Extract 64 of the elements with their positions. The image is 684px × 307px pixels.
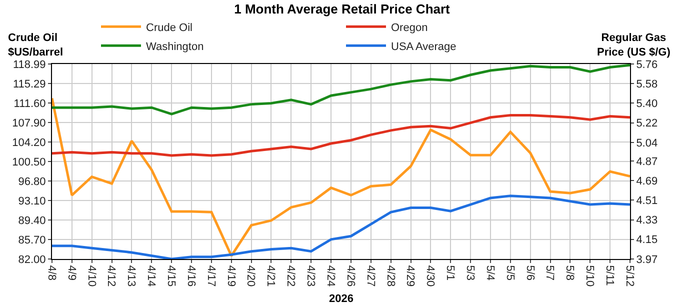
x-tick-label: 4/26 [344, 265, 356, 287]
line-series [52, 96, 630, 258]
y-tick-label: 118.99 [12, 58, 46, 71]
x-tick-label: 4/16 [184, 265, 197, 287]
x-tick-label: 4/19 [224, 265, 237, 287]
x-tick-label: 5/5 [504, 265, 516, 280]
y-tick-label: 89.40 [18, 214, 46, 227]
x-tick-label: 4/24 [324, 265, 336, 287]
x-tick-label: 4/30 [424, 265, 436, 287]
x-tick-label: 5/7 [544, 265, 556, 280]
x-tick-label: 4/20 [244, 265, 257, 287]
x-tick-label: 5/3 [464, 265, 476, 280]
line-series [52, 64, 630, 116]
line-series [52, 194, 630, 259]
y2-tick-label: 4.69 [636, 175, 658, 188]
legend-label: Crude Oil [146, 22, 192, 34]
x-tick-label: 4/23 [304, 265, 317, 287]
y-tick-label: 82.00 [18, 254, 46, 266]
y-axis-title: Crude Oil $US/barrel [8, 32, 64, 58]
y2-tick-label: 3.97 [636, 254, 658, 266]
legend-label: Washington [146, 40, 204, 53]
y-tick-label: 96.80 [18, 176, 46, 188]
y-tick-label: 115.29 [12, 78, 46, 90]
x-tick-label: 5/12 [623, 265, 636, 287]
x-axis-title: 2026 [329, 293, 354, 305]
x-tick-label: 4/22 [284, 265, 297, 287]
x-tick-label: 5/6 [524, 265, 536, 280]
y2-tick-label: 4.51 [636, 195, 658, 208]
x-tick-label: 4/15 [165, 265, 178, 287]
legend-label: Oregon [391, 22, 428, 34]
x-tick-label: 4/12 [105, 265, 118, 287]
x-tick-label: 4/17 [204, 265, 217, 287]
x-tick-label: 4/21 [264, 265, 277, 287]
x-tick-label: 4/29 [404, 265, 416, 287]
y2-tick-label: 5.58 [636, 78, 658, 90]
y2-tick-label: 5.22 [636, 118, 658, 130]
x-tick-label: 4/27 [364, 265, 376, 287]
x-tick-label: 4/9 [65, 265, 78, 280]
x-tick-label: 4/14 [145, 265, 158, 287]
x-tick-label: 5/4 [484, 265, 496, 280]
y2-tick-label: 5.76 [636, 58, 658, 71]
x-tick-label: 5/8 [564, 265, 576, 280]
x-tick-label: 5/10 [584, 265, 596, 287]
y-tick-label: 100.50 [12, 156, 46, 168]
line-series [52, 114, 630, 157]
y2-tick-label: 5.04 [636, 137, 658, 150]
legend-label: USA Average [391, 40, 456, 53]
y-tick-label: 104.20 [12, 136, 46, 149]
x-tick-label: 5/1 [444, 265, 456, 280]
y-tick-label: 85.70 [18, 234, 46, 246]
y-tick-label: 93.10 [18, 195, 46, 208]
chart-title: 1 Month Average Retail Price Chart [234, 2, 451, 17]
x-tick-label: 5/11 [603, 265, 616, 286]
x-tick-label: 4/13 [125, 265, 138, 287]
y2-axis-title: Regular Gas Price (US $/G) [597, 32, 671, 58]
y2-tick-label: 4.15 [636, 234, 658, 246]
y-tick-label: 111.60 [14, 98, 46, 110]
y2-tick-label: 4.87 [636, 156, 658, 168]
x-tick-label: 4/8 [45, 265, 58, 280]
y2-tick-label: 5.40 [636, 98, 658, 110]
y-tick-label: 107.90 [12, 117, 46, 130]
x-tick-label: 4/10 [85, 265, 98, 287]
x-tick-label: 4/28 [384, 265, 396, 287]
y2-tick-label: 4.33 [636, 214, 658, 227]
